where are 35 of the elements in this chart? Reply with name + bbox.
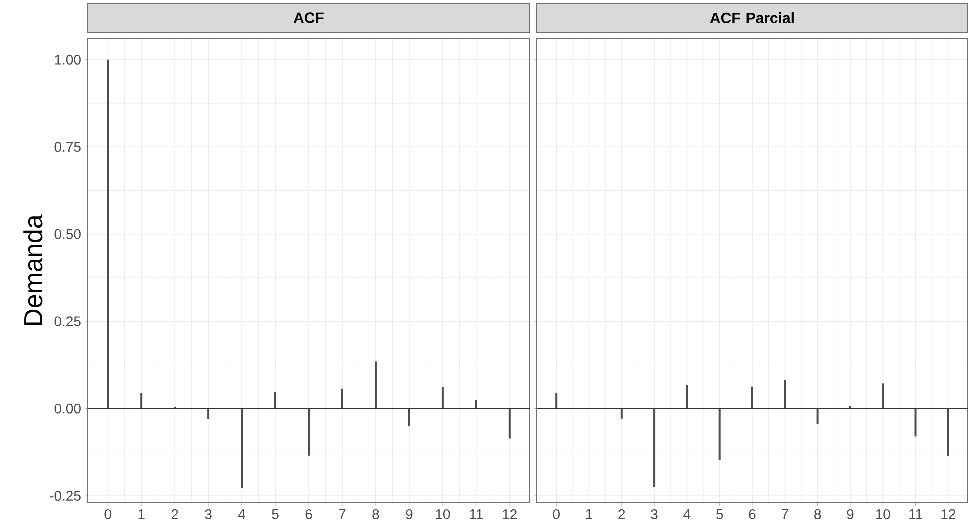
chart-title: ACF Parcial — [710, 12, 794, 24]
x-tick-label: 6 — [749, 510, 756, 520]
x-tick-label: 9 — [847, 510, 854, 520]
x-tick-label: 10 — [876, 510, 890, 520]
chart-title: ACF — [294, 12, 324, 24]
x-tick-label: 3 — [651, 510, 658, 520]
x-tick-label: 8 — [814, 510, 822, 520]
x-tick-label: 5 — [716, 510, 724, 520]
x-tick-label: 10 — [436, 510, 450, 520]
x-tick-label: 5 — [272, 510, 279, 520]
y-tick-label: 1.00 — [55, 54, 81, 65]
x-tick-label: 11 — [910, 510, 922, 520]
x-tick-label: 12 — [503, 510, 517, 520]
x-tick-label: 4 — [684, 510, 691, 520]
x-tick-label: 9 — [406, 510, 413, 520]
y-tick-label: 0.00 — [54, 404, 81, 414]
y-axis-title: Demanda — [24, 214, 43, 326]
x-tick-label: 2 — [172, 510, 178, 520]
x-tick-label: 2 — [618, 510, 626, 520]
x-tick-label: 6 — [306, 510, 312, 520]
x-tick-label: 7 — [782, 510, 788, 520]
x-tick-label: 12 — [942, 510, 956, 520]
x-tick-label: 3 — [205, 510, 212, 520]
x-tick-label: 11 — [470, 510, 484, 520]
x-tick-label: 1 — [138, 510, 145, 520]
x-tick-label: 1 — [586, 510, 592, 520]
y-tick-label: 0.50 — [54, 229, 81, 240]
y-tick-label: 0.25 — [54, 316, 81, 327]
x-tick-label: 0 — [104, 510, 112, 520]
x-tick-label: 4 — [238, 510, 246, 520]
y-tick-label: 0.75 — [54, 142, 81, 152]
x-tick-label: 0 — [553, 510, 560, 520]
x-tick-label: 8 — [372, 510, 380, 520]
y-tick-label: -0.25 — [50, 491, 81, 501]
x-tick-label: 7 — [339, 510, 346, 520]
